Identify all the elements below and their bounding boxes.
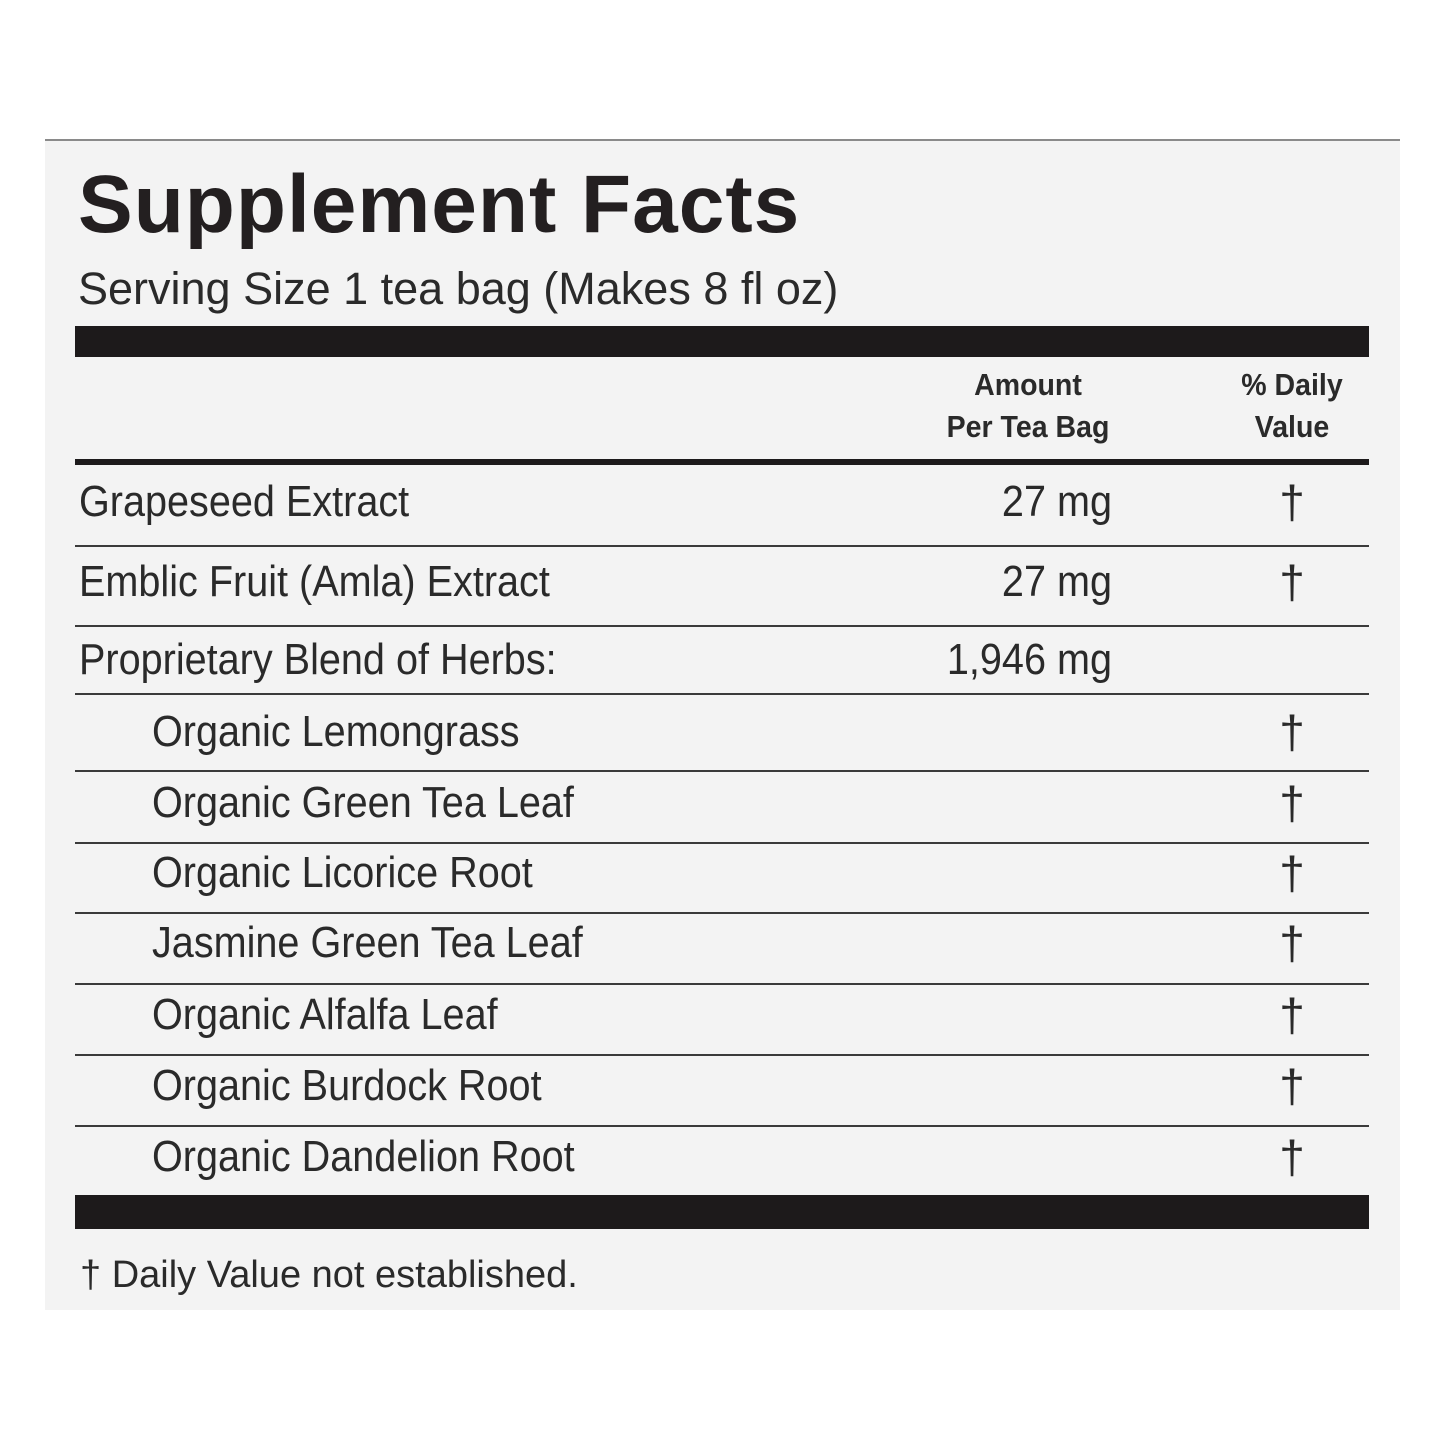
daily-value-dagger: † [1279,917,1305,969]
amount-header: Amount Per Tea Bag [918,364,1139,448]
ingredient-name: Organic Burdock Root [152,1061,542,1110]
ingredient-name: Organic Licorice Root [152,848,533,897]
ingredient-name: Organic Green Tea Leaf [152,778,574,827]
dv-header-line1: % Daily [1241,367,1343,402]
ingredient-amount: 27 mg [1001,557,1112,606]
ingredient-name: Proprietary Blend of Herbs: [79,635,557,684]
page-title: Supplement Facts [78,159,801,250]
row-divider [75,1054,1369,1056]
row-divider [75,912,1369,914]
row-divider [75,983,1369,985]
ingredient-name: Grapeseed Extract [79,477,410,526]
daily-value-dagger: † [1279,1131,1305,1183]
footnote: † Daily Value not established. [80,1254,578,1296]
row-divider [75,770,1369,772]
ingredient-amount: 1,946 mg [946,635,1112,684]
row-divider [75,1125,1369,1127]
row-divider [75,842,1369,844]
top-thick-divider [75,326,1369,357]
daily-value-dagger: † [1279,847,1305,899]
header-divider [75,459,1369,465]
daily-value-dagger: † [1279,706,1305,758]
daily-value-dagger: † [1279,476,1305,528]
daily-value-dagger: † [1279,556,1305,608]
ingredient-name: Jasmine Green Tea Leaf [152,918,583,967]
serving-size: Serving Size 1 tea bag (Makes 8 fl oz) [78,263,839,314]
row-divider [75,625,1369,627]
amount-header-line1: Amount [974,367,1082,402]
ingredient-amount: 27 mg [1001,477,1112,526]
daily-value-dagger: † [1279,777,1305,829]
daily-value-header: % Daily Value [1209,364,1375,448]
ingredient-name: Emblic Fruit (Amla) Extract [79,557,550,606]
bottom-thick-divider [75,1195,1369,1229]
ingredient-name: Organic Alfalfa Leaf [152,990,498,1039]
amount-header-line2: Per Tea Bag [946,409,1110,444]
daily-value-dagger: † [1279,989,1305,1041]
ingredient-name: Organic Lemongrass [152,707,520,756]
row-divider [75,545,1369,547]
ingredient-name: Organic Dandelion Root [152,1132,575,1181]
dv-header-line2: Value [1254,409,1330,444]
row-divider [75,693,1369,695]
daily-value-dagger: † [1279,1060,1305,1112]
